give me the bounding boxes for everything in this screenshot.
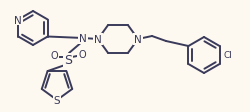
Text: N: N [14,15,22,25]
Text: N: N [134,35,142,45]
Text: N: N [79,34,87,44]
Text: S: S [64,54,72,67]
Text: N: N [94,35,102,45]
Text: O: O [78,50,86,59]
Text: O: O [50,51,58,60]
Text: S: S [54,95,60,105]
Text: Cl: Cl [224,51,232,60]
